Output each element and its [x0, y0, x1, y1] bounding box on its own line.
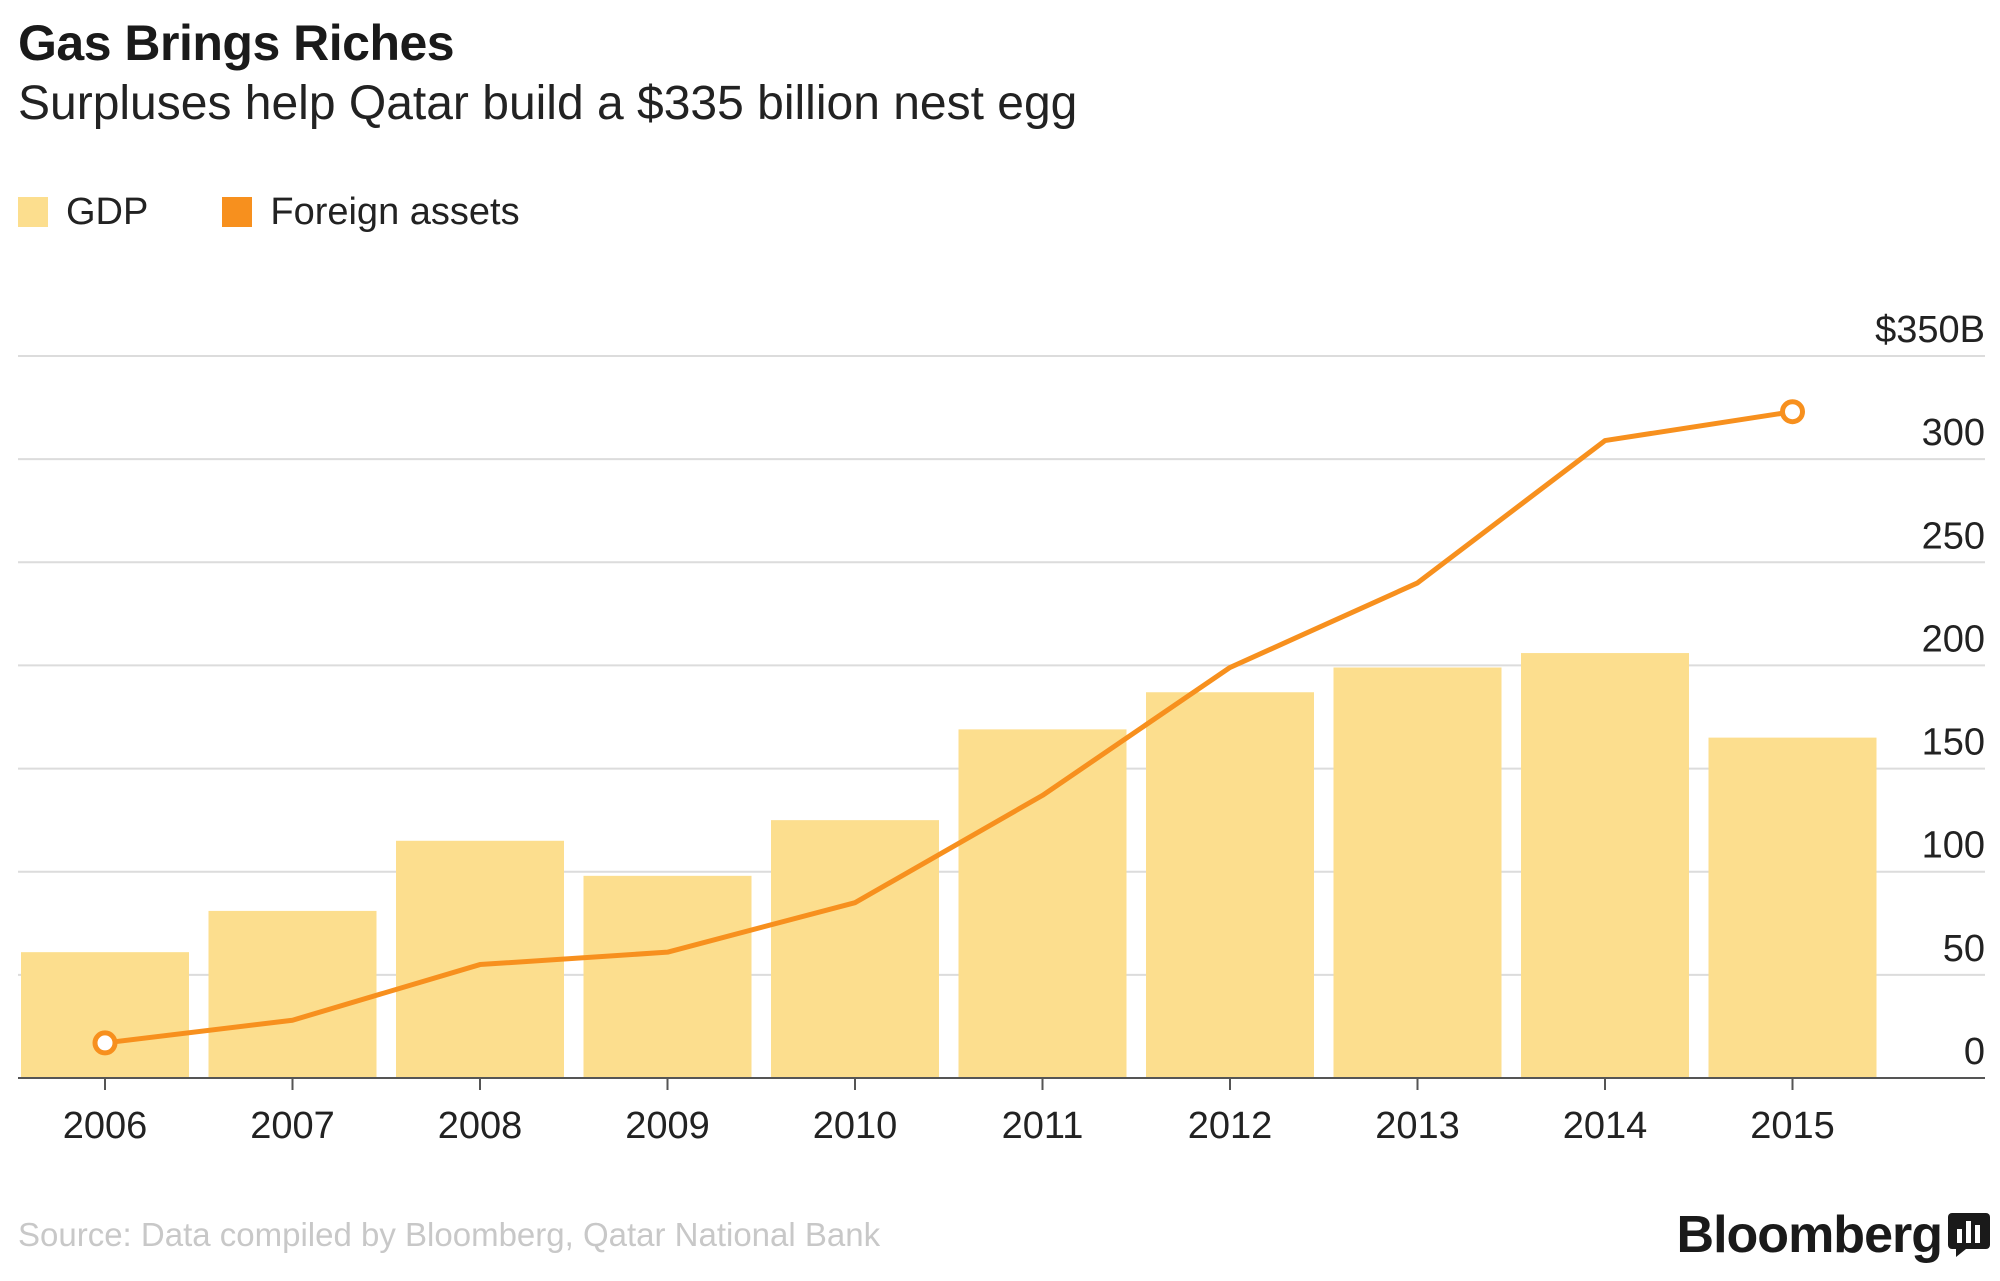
- bar-gdp: [208, 910, 377, 1078]
- legend-label-foreign-assets: Foreign assets: [270, 190, 520, 233]
- x-tick-label: 2007: [250, 1105, 335, 1147]
- x-tick-label: 2009: [625, 1105, 710, 1147]
- y-tick-label: $350B: [1875, 309, 1985, 351]
- legend-label-gdp: GDP: [66, 190, 149, 233]
- y-tick-label: 300: [1922, 412, 1985, 454]
- legend-swatch-gdp: [18, 197, 48, 227]
- brand-logo: Bloomberg: [1676, 1206, 1943, 1264]
- x-tick-label: 2014: [1563, 1105, 1648, 1147]
- x-tick-label: 2010: [813, 1105, 898, 1147]
- y-tick-label: 0: [1964, 1031, 1985, 1073]
- point-foreign-assets-endpoint: [92, 1030, 118, 1056]
- x-tick-label: 2012: [1188, 1105, 1273, 1147]
- bar-gdp: [1708, 737, 1877, 1078]
- chart-subtitle: Surpluses help Qatar build a $335 billio…: [18, 77, 1078, 130]
- chart-icon: [1948, 1213, 1990, 1257]
- bar-gdp: [958, 729, 1127, 1078]
- source-note: Source: Data compiled by Bloomberg, Qata…: [18, 1216, 881, 1253]
- point-foreign-assets-endpoint: [1780, 399, 1805, 425]
- line-foreign-assets: [102, 409, 1795, 1046]
- bar-gdp: [1146, 692, 1314, 1078]
- x-tick-label: 2011: [1002, 1105, 1084, 1147]
- bar-gdp: [1333, 667, 1502, 1078]
- x-axis-labels: 2006 2007 2008 2009 2010 2011 2012 2013 2014 2015: [63, 1105, 1835, 1147]
- x-tick-label: 2015: [1750, 1105, 1835, 1147]
- y-tick-label: 150: [1922, 722, 1985, 764]
- x-tick-label: 2013: [1375, 1105, 1460, 1147]
- y-tick-label: 100: [1922, 825, 1985, 867]
- x-tick-label: 2008: [438, 1105, 523, 1147]
- bar-gdp: [21, 952, 189, 1078]
- y-tick-label: 50: [1943, 928, 1985, 970]
- bar-series-gdp: [21, 653, 1877, 1078]
- bar-gdp: [1521, 653, 1689, 1078]
- legend-item-foreign-assets: Foreign assets: [222, 190, 520, 234]
- legend-item-gdp: GDP: [18, 191, 148, 234]
- x-axis: [18, 1077, 1985, 1090]
- legend-swatch-foreign-assets: [222, 197, 253, 227]
- y-axis: 0 50 100 150 200 250 300 $350B: [1875, 309, 1985, 1073]
- line-series-foreign-assets: [92, 399, 1805, 1056]
- bar-gdp: [771, 820, 939, 1078]
- bar-gdp: [583, 875, 752, 1078]
- y-tick-label: 200: [1922, 618, 1985, 660]
- y-tick-label: 250: [1922, 515, 1985, 557]
- chart-title: Gas Brings Riches: [18, 15, 455, 71]
- legend: GDP Foreign assets: [18, 187, 594, 237]
- x-tick-label: 2006: [63, 1105, 148, 1147]
